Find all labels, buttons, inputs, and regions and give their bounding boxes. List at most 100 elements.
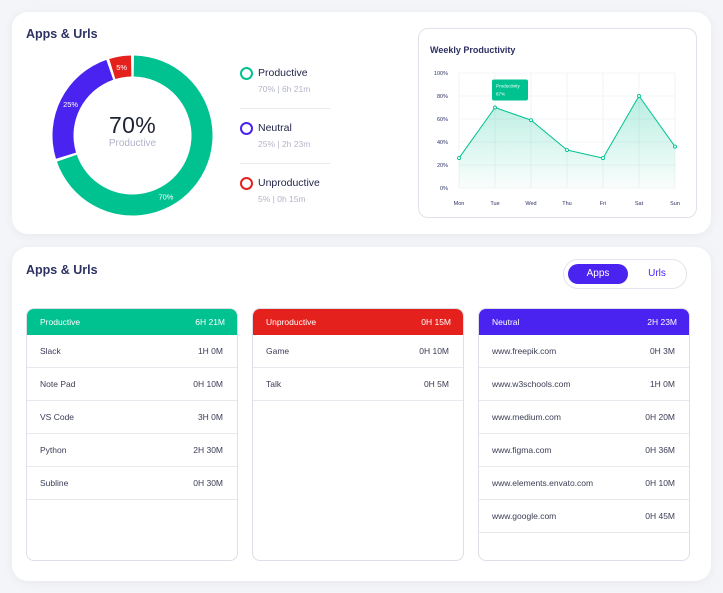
y-tick-label: 40% <box>437 140 448 146</box>
donut-label-neutral: 25% <box>63 100 78 109</box>
row-name: www.w3schools.com <box>492 379 571 389</box>
row-name: Game <box>266 346 290 356</box>
table-row[interactable]: Talk 0H 5M <box>253 368 463 401</box>
donut-label-unproductive: 5% <box>116 63 127 72</box>
summary-title: Apps & Urls <box>26 27 98 41</box>
donut-center-label: Productive <box>108 138 157 149</box>
row-name: VS Code <box>40 412 75 422</box>
row-name: Talk <box>266 379 282 389</box>
donut-center-value: 70% <box>109 112 156 138</box>
productivity-donut-chart: 70% 25% 5% <box>52 55 213 216</box>
productive-table: Productive 6H 21M Slack 1H 0M Note Pad 0H … <box>26 308 238 561</box>
tooltip-label: Productivity <box>496 84 520 89</box>
table-header: Neutral 2H 23M <box>479 309 689 335</box>
table-row[interactable]: www.elements.envato.com 0H 10M <box>479 467 689 500</box>
row-time: 1H 0M <box>197 346 223 356</box>
detail-title: Apps & Urls <box>26 263 98 277</box>
table-row[interactable]: www.google.com 0H 45M <box>479 500 689 533</box>
y-tick-label: 0% <box>440 186 448 192</box>
apps-urls-detail-card: Apps & Urls Apps Urls Productive 6H 21M … <box>12 247 711 581</box>
donut-segment-unproductive <box>109 55 132 80</box>
data-point-tue[interactable] <box>493 105 497 110</box>
table-row[interactable]: Slack 1H 0M <box>27 335 237 368</box>
table-row[interactable]: VS Code 3H 0M <box>27 401 237 434</box>
weekly-productivity-chart: Weekly Productivity 0% 20% 40% 60% 80% 100% Mo… <box>418 28 697 218</box>
row-name: www.elements.envato.com <box>492 478 594 488</box>
data-point-wed[interactable] <box>529 118 533 123</box>
donut-center: 70% Productive <box>52 112 213 149</box>
y-tick-label: 80% <box>437 94 448 100</box>
row-time: 0H 5M <box>423 379 449 389</box>
x-tick-label: Sat <box>635 201 644 207</box>
row-name: Subline <box>40 478 69 488</box>
row-time: 0H 3M <box>649 346 675 356</box>
legend-detail: 70% | 6h 21m <box>258 84 311 94</box>
table-row[interactable]: Python 2H 30M <box>27 434 237 467</box>
row-time: 0H 10M <box>645 478 675 488</box>
y-tick-label: 60% <box>437 117 448 123</box>
row-time: 1H 0M <box>649 379 675 389</box>
table-header: Productive 6H 21M <box>27 309 237 335</box>
tooltip-value: 67% <box>496 92 505 97</box>
neutral-table: Neutral 2H 23M www.freepik.com 0H 3M www.… <box>478 308 690 561</box>
x-tick-label: Fri <box>600 201 606 207</box>
tooltip-box <box>492 79 528 101</box>
apps-toggle-button[interactable]: Apps <box>568 264 628 284</box>
unproductive-table: Unproductive 0H 15M Game 0H 10M Talk 0H 5M <box>252 308 464 561</box>
table-header: Unproductive 0H 15M <box>253 309 463 335</box>
legend-name: Neutral <box>258 122 292 134</box>
donut-segment-neutral <box>52 59 114 159</box>
y-tick-label: 20% <box>437 163 448 169</box>
table-header-total: 6H 21M <box>195 317 225 327</box>
legend-detail: 5% | 0h 15m <box>258 194 306 204</box>
data-point-sat[interactable] <box>637 94 641 98</box>
donut-label-productive: 70% <box>158 192 173 201</box>
row-time: 0H 30M <box>193 478 223 488</box>
data-point-fri[interactable] <box>601 156 605 161</box>
chart-tooltip: Productivity 67% <box>492 79 528 101</box>
area-fill <box>459 96 675 188</box>
row-time: 0H 10M <box>419 346 449 356</box>
table-header-total: 0H 15M <box>421 317 451 327</box>
table-row[interactable]: www.freepik.com 0H 3M <box>479 335 689 368</box>
urls-toggle-button[interactable]: Urls <box>648 268 666 279</box>
neutral-ring-icon <box>240 122 253 135</box>
row-name: Note Pad <box>40 379 76 389</box>
row-name: Python <box>40 445 67 455</box>
table-header-total: 2H 23M <box>647 317 677 327</box>
table-header-label: Productive <box>40 317 81 327</box>
legend-detail: 25% | 2h 23m <box>258 139 311 149</box>
legend-divider <box>240 163 330 164</box>
table-row[interactable]: www.w3schools.com 1H 0M <box>479 368 689 401</box>
row-time: 0H 45M <box>645 511 675 521</box>
legend-name: Productive <box>258 67 308 79</box>
data-point-mon[interactable] <box>457 156 461 161</box>
apps-urls-summary-card: Apps & Urls 70% 25% 5% 70% Productive Prod… <box>12 12 711 234</box>
apps-urls-toggle: Apps Urls <box>563 259 687 289</box>
table-row[interactable]: Game 0H 10M <box>253 335 463 368</box>
y-tick-label: 100% <box>434 71 448 77</box>
row-name: Slack <box>40 346 61 356</box>
row-time: 0H 10M <box>193 379 223 389</box>
data-point-thu[interactable] <box>565 148 569 153</box>
x-tick-label: Tue <box>490 201 499 207</box>
productive-ring-icon <box>240 67 253 80</box>
legend-divider <box>240 108 330 109</box>
row-time: 0H 36M <box>645 445 675 455</box>
row-name: www.medium.com <box>492 412 561 422</box>
row-name: www.figma.com <box>492 445 552 455</box>
table-header-label: Unproductive <box>266 317 317 327</box>
row-name: www.freepik.com <box>492 346 557 356</box>
row-time: 3H 0M <box>197 412 223 422</box>
table-row[interactable]: Subline 0H 30M <box>27 467 237 500</box>
x-tick-label: Thu <box>562 201 571 207</box>
table-row[interactable]: Note Pad 0H 10M <box>27 368 237 401</box>
row-name: www.google.com <box>492 511 557 521</box>
weekly-chart-title: Weekly Productivity <box>430 45 516 55</box>
legend-name: Unproductive <box>258 177 320 189</box>
table-row[interactable]: www.medium.com 0H 20M <box>479 401 689 434</box>
table-row[interactable]: www.figma.com 0H 36M <box>479 434 689 467</box>
x-tick-label: Wed <box>525 201 536 207</box>
table-header-label: Neutral <box>492 317 520 327</box>
data-point-sun[interactable] <box>673 144 677 149</box>
